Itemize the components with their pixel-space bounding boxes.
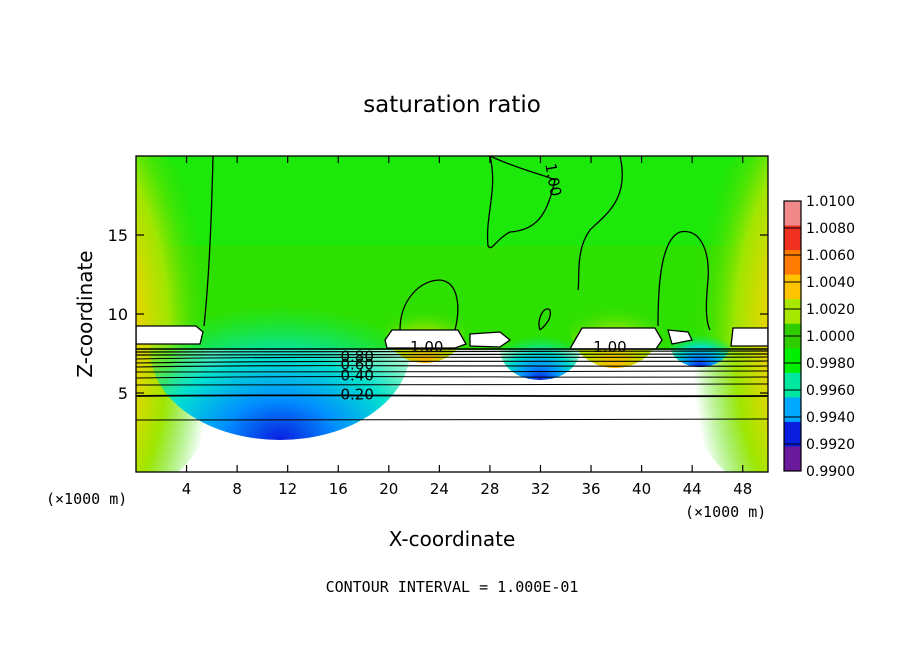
colorbar-swatch (784, 421, 801, 447)
chart-title: saturation ratio (363, 92, 541, 118)
cloud-patch (469, 331, 512, 348)
x-tick-label: 24 (430, 480, 449, 498)
cloud-patch (730, 327, 768, 347)
x-tick-label: 44 (683, 480, 702, 498)
colorbar-label: 0.9920 (806, 437, 855, 453)
colorbar-label: 0.9940 (806, 410, 855, 426)
colorbar-swatch (784, 372, 801, 398)
x-tick-label: 4 (182, 480, 192, 498)
y-axis-label: Z-coordinate (73, 250, 97, 377)
cloud-patch (136, 325, 204, 345)
field-cool-pool-c (670, 323, 730, 367)
field-cool-pool-b (500, 320, 580, 380)
x-tick-label: 48 (733, 480, 752, 498)
colorbar-swatch (784, 299, 801, 325)
x-axis-label: X-coordinate (389, 527, 516, 551)
x-tick-label: 20 (379, 480, 398, 498)
colorbar-swatch (784, 446, 801, 472)
colorbar-label: 1.0040 (806, 275, 855, 291)
y-axis: 5 10 15 (108, 226, 768, 403)
colorbar-swatch (784, 201, 801, 227)
contour-label: 0.60 (340, 356, 373, 374)
colorbar-swatch (784, 348, 801, 374)
colorbar-label: 0.9900 (806, 464, 855, 480)
x-tick-label: 12 (278, 480, 297, 498)
colorbar-label: 1.0060 (806, 248, 855, 264)
x-unit-left: (×1000 m) (46, 490, 127, 508)
y-tick-label: 15 (108, 226, 128, 245)
colorbar-label: 1.0020 (806, 302, 855, 318)
colorbar-label: 1.0080 (806, 221, 855, 237)
colorbar-swatch (784, 397, 801, 423)
colorbar-label: 1.0100 (806, 194, 855, 210)
field-warm-right (673, 156, 768, 472)
contour-label: 0.40 (340, 367, 373, 385)
plot-area (136, 156, 768, 472)
x-unit-right: (×1000 m) (685, 503, 766, 521)
contour-label: 1.00 (410, 338, 443, 356)
cloud-patch (384, 329, 467, 349)
x-tick-label: 32 (531, 480, 550, 498)
x-axis: 4 8 12 16 20 24 28 32 36 40 44 48 (182, 156, 752, 498)
cloud-patch (667, 329, 693, 345)
contour-lines-upper (203, 156, 711, 331)
colorbar-label: 0.9980 (806, 356, 855, 372)
contour-label: 0.20 (340, 386, 373, 404)
x-tick-label: 16 (329, 480, 348, 498)
colorbar: 1.0100 1.0080 1.0060 1.0040 1.0020 1.0000 0.99… (783, 194, 855, 480)
contour-lines-lower (136, 348, 768, 421)
y-tick-label: 10 (108, 305, 128, 324)
x-tick-label: 8 (232, 480, 242, 498)
contour-label: 0.80 (340, 348, 373, 366)
x-tick-label: 40 (632, 480, 651, 498)
contour-label: 1.00 (593, 338, 626, 356)
colorbar-swatch (784, 225, 801, 251)
x-tick-label: 28 (480, 480, 499, 498)
contour-interval-note: CONTOUR INTERVAL = 1.000E-01 (326, 578, 579, 596)
x-tick-label: 36 (581, 480, 600, 498)
contour-label-group: 1.00 1.00 1.00 0.800.600.400.20 (340, 162, 626, 404)
colorbar-swatch (784, 274, 801, 300)
colorbar-label: 0.9960 (806, 383, 855, 399)
contour-label: 1.00 (541, 162, 565, 198)
colorbar-label: 1.0000 (806, 329, 855, 345)
y-tick-label: 5 (118, 384, 128, 403)
colorbar-swatch (784, 250, 801, 276)
field-bright-band (136, 156, 768, 246)
